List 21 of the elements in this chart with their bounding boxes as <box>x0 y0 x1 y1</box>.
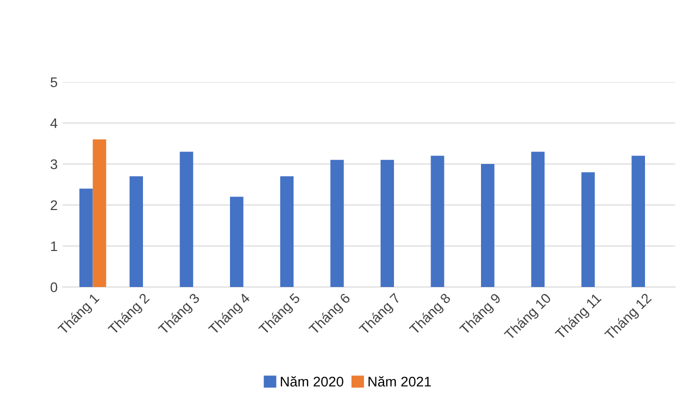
legend-label: Năm 2021 <box>368 376 431 387</box>
bar <box>130 176 143 287</box>
y-tick-label: 4 <box>50 118 58 128</box>
bar <box>92 139 106 287</box>
bar <box>280 176 294 287</box>
y-tick-label: 5 <box>50 77 58 88</box>
y-tick-label: 0 <box>50 282 58 292</box>
bar <box>180 152 194 287</box>
legend-label: Năm 2020 <box>280 376 344 387</box>
bar <box>481 164 494 287</box>
bar <box>330 160 344 287</box>
bar <box>79 188 93 287</box>
y-tick-label: 1 <box>51 241 58 252</box>
y-tick-label: 2 <box>50 200 58 210</box>
bar <box>581 172 595 287</box>
bar <box>230 196 244 287</box>
y-tick-label: 3 <box>50 159 58 170</box>
bar <box>632 156 645 287</box>
bar <box>430 156 444 287</box>
bar <box>531 152 545 287</box>
bar <box>380 160 394 287</box>
